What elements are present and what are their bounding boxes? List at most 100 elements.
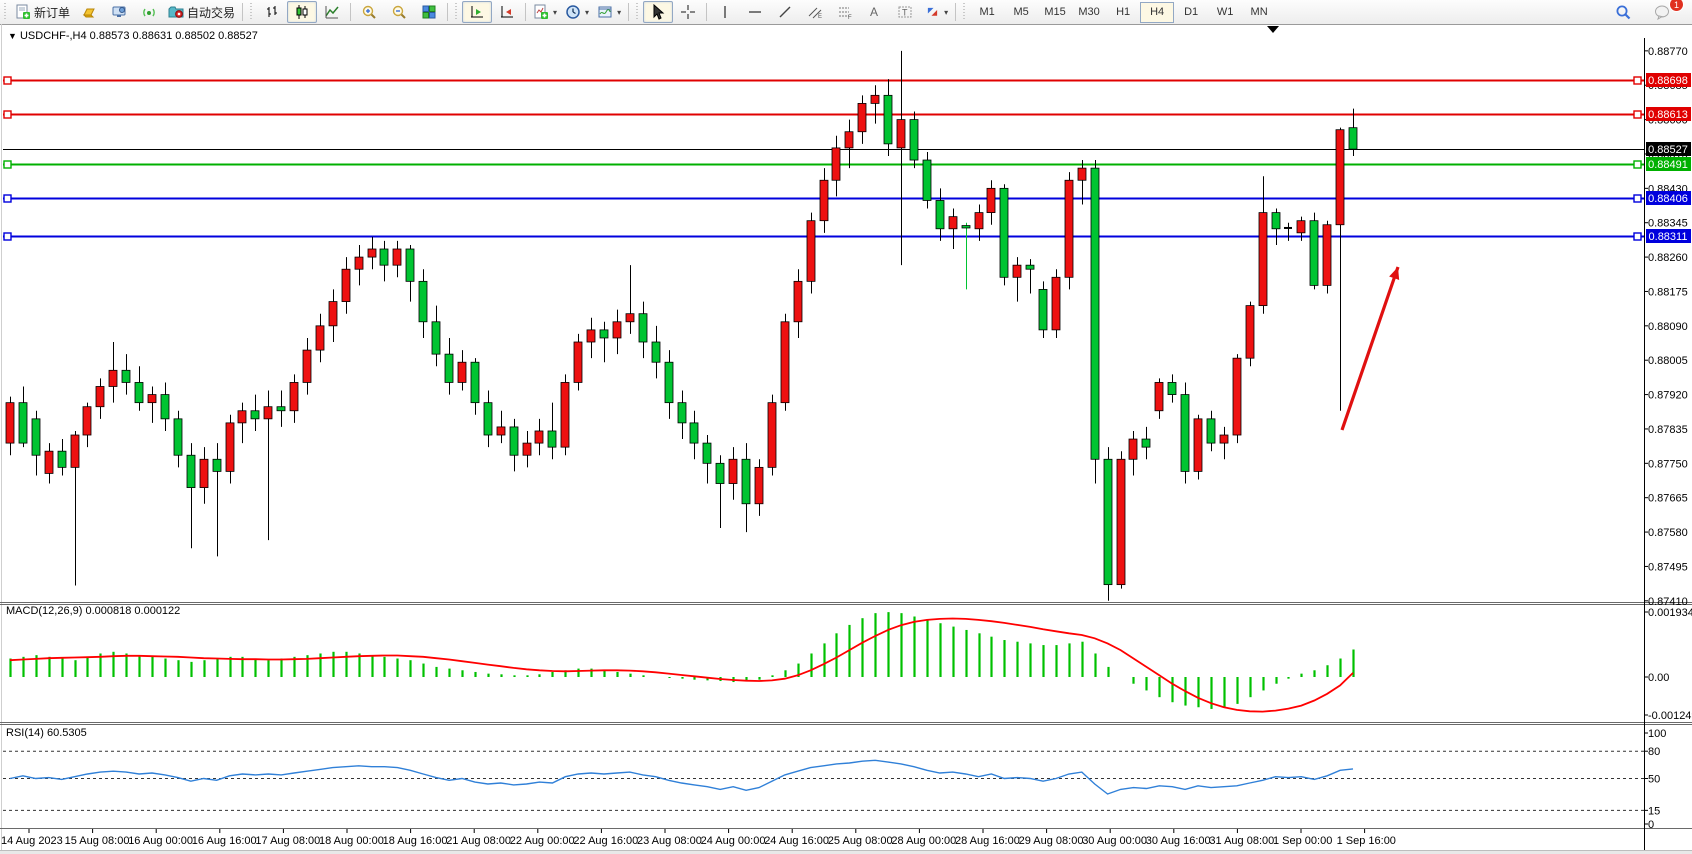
svg-text:14 Aug 2023: 14 Aug 2023 bbox=[1, 835, 63, 847]
chart-shift-button[interactable] bbox=[492, 1, 522, 23]
timeframe-h4-button[interactable]: H4 bbox=[1140, 1, 1175, 23]
chart-shift-icon bbox=[501, 6, 514, 18]
timeframe-w1-button[interactable]: W1 bbox=[1216, 6, 1234, 18]
svg-text:F: F bbox=[848, 15, 852, 20]
svg-text:21 Aug 08:00: 21 Aug 08:00 bbox=[446, 835, 511, 847]
svg-text:0.88345: 0.88345 bbox=[1648, 218, 1688, 230]
text-label-button[interactable]: T bbox=[890, 1, 920, 23]
macd-label: MACD(12,26,9) 0.000818 0.000122 bbox=[6, 605, 181, 617]
chart-title: ▼ USDCHF-,H4 0.88573 0.88631 0.88502 0.8… bbox=[8, 30, 258, 42]
trendline-button[interactable] bbox=[770, 1, 800, 23]
zoom-in-icon bbox=[362, 5, 376, 19]
channel-icon: E bbox=[808, 7, 822, 20]
signals-button[interactable] bbox=[134, 1, 164, 23]
autotrading-button[interactable]: 自动交易 bbox=[164, 1, 239, 23]
svg-text:0.88770: 0.88770 bbox=[1648, 46, 1688, 58]
svg-text:0: 0 bbox=[1648, 819, 1654, 831]
chart-ohlc-values: 0.88573 0.88631 0.88502 0.88527 bbox=[89, 30, 258, 42]
horizontal-line-button[interactable] bbox=[740, 1, 770, 23]
candlestick-series bbox=[5, 50, 1358, 601]
signal-icon bbox=[143, 8, 155, 17]
market-watch-button[interactable] bbox=[104, 1, 134, 23]
profiles-button[interactable] bbox=[74, 1, 104, 23]
bar-chart-button[interactable] bbox=[257, 1, 287, 23]
svg-text:25 Aug 08:00: 25 Aug 08:00 bbox=[828, 835, 893, 847]
trend-arrow-annotation bbox=[1340, 266, 1400, 431]
svg-text:50: 50 bbox=[1648, 774, 1660, 786]
svg-text:0.88406: 0.88406 bbox=[1648, 193, 1688, 205]
dropdown-caret-icon: ▾ bbox=[944, 7, 949, 17]
indicators-icon bbox=[534, 4, 549, 19]
svg-text:80: 80 bbox=[1648, 746, 1660, 758]
svg-text:A: A bbox=[870, 5, 878, 19]
line-chart-button[interactable] bbox=[317, 1, 347, 23]
svg-text:22 Aug 00:00: 22 Aug 00:00 bbox=[510, 835, 575, 847]
text-icon: A bbox=[870, 5, 878, 19]
text-label-icon: T bbox=[898, 6, 912, 18]
timeframe-mn-button[interactable]: MN bbox=[1250, 6, 1268, 18]
periods-button[interactable]: ▾ bbox=[561, 1, 593, 23]
notification-badge: 1 bbox=[1669, 0, 1684, 12]
timeframe-d1-button[interactable]: D1 bbox=[1184, 6, 1199, 18]
svg-text:1 Sep 00:00: 1 Sep 00:00 bbox=[1273, 835, 1332, 847]
zoom-out-button[interactable] bbox=[384, 1, 414, 23]
svg-text:30 Aug 16:00: 30 Aug 16:00 bbox=[1146, 835, 1211, 847]
dropdown-caret-icon: ▾ bbox=[617, 7, 622, 17]
rsi-label: RSI(14) 60.5305 bbox=[6, 727, 87, 739]
zoom-out-icon bbox=[392, 5, 406, 19]
svg-text:0.88175: 0.88175 bbox=[1648, 286, 1688, 298]
indicators-button[interactable]: ▾ bbox=[529, 1, 561, 23]
timeframe-m1-button[interactable]: M1 bbox=[979, 6, 995, 18]
auto-scroll-button[interactable] bbox=[462, 1, 493, 23]
vertical-line-icon bbox=[724, 6, 726, 18]
dropdown-caret-icon: ▾ bbox=[553, 7, 558, 17]
auto-scroll-icon bbox=[471, 6, 484, 18]
svg-text:15: 15 bbox=[1648, 805, 1660, 817]
channel-button[interactable]: E bbox=[800, 1, 830, 23]
notifications-button[interactable]: 1 bbox=[1648, 0, 1684, 23]
collapse-triangle-icon[interactable]: ▼ bbox=[8, 31, 17, 41]
vertical-line-button[interactable] bbox=[710, 1, 740, 23]
chart-canvas[interactable]: 0.887700.886850.886000.885150.884300.883… bbox=[0, 24, 1692, 854]
clock-icon bbox=[566, 5, 580, 19]
svg-text:T: T bbox=[902, 8, 908, 18]
svg-text:100: 100 bbox=[1648, 728, 1666, 740]
svg-text:E: E bbox=[818, 14, 822, 20]
timeframe-m5-button[interactable]: M5 bbox=[1013, 6, 1029, 18]
chart-window[interactable]: 0.887700.886850.886000.885150.884300.883… bbox=[0, 24, 1692, 854]
templates-button[interactable]: ▾ bbox=[593, 1, 625, 23]
new-order-label: 新订单 bbox=[34, 5, 71, 20]
zoom-in-button[interactable] bbox=[354, 1, 384, 23]
macd-indicator bbox=[9, 612, 1355, 713]
cursor-icon bbox=[653, 4, 665, 20]
horizontal-line-icon bbox=[749, 11, 762, 13]
svg-text:31 Aug 08:00: 31 Aug 08:00 bbox=[1209, 835, 1274, 847]
timeframe-m30-button[interactable]: M30 bbox=[1078, 6, 1100, 18]
text-button[interactable]: A bbox=[860, 1, 890, 23]
autotrading-label: 自动交易 bbox=[187, 5, 236, 20]
chart-symbol-period: USDCHF-,H4 bbox=[19, 30, 87, 42]
svg-text:0.87410: 0.87410 bbox=[1648, 596, 1688, 608]
svg-text:22 Aug 16:00: 22 Aug 16:00 bbox=[573, 835, 638, 847]
search-button[interactable] bbox=[1608, 1, 1638, 23]
svg-text:0.00: 0.00 bbox=[1648, 672, 1669, 684]
svg-text:0.87835: 0.87835 bbox=[1648, 424, 1688, 436]
timeframe-h1-button[interactable]: H1 bbox=[1116, 6, 1131, 18]
new-order-button[interactable]: 新订单 bbox=[11, 1, 74, 23]
timeframe-m15-button[interactable]: M15 bbox=[1044, 6, 1066, 18]
svg-text:30 Aug 00:00: 30 Aug 00:00 bbox=[1082, 835, 1147, 847]
arrows-button[interactable]: ▾ bbox=[920, 1, 952, 23]
tile-windows-button[interactable] bbox=[414, 1, 444, 23]
svg-text:29 Aug 08:00: 29 Aug 08:00 bbox=[1019, 835, 1084, 847]
svg-text:0.87665: 0.87665 bbox=[1648, 493, 1688, 505]
terminal-icon bbox=[112, 6, 126, 17]
fibonacci-button[interactable]: F bbox=[830, 1, 860, 23]
crosshair-button[interactable] bbox=[673, 1, 703, 23]
cursor-button[interactable] bbox=[643, 1, 674, 23]
svg-text:0.88260: 0.88260 bbox=[1648, 252, 1688, 264]
svg-text:16 Aug 00:00: 16 Aug 00:00 bbox=[128, 835, 193, 847]
svg-text:0.88090: 0.88090 bbox=[1648, 321, 1688, 333]
candlestick-chart-button[interactable] bbox=[287, 1, 318, 23]
svg-text:24 Aug 16:00: 24 Aug 16:00 bbox=[764, 835, 829, 847]
svg-text:28 Aug 00:00: 28 Aug 00:00 bbox=[891, 835, 956, 847]
